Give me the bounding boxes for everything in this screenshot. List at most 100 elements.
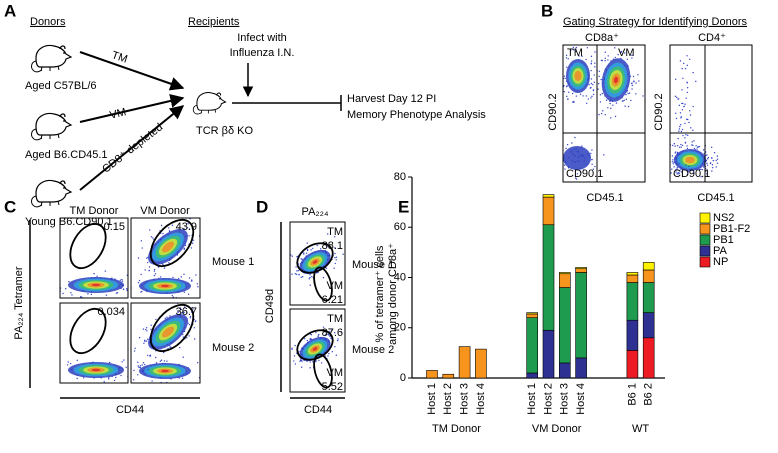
cell-dot (575, 50, 577, 53)
cell-dot (706, 154, 708, 156)
gate-value: 43.9 (176, 221, 197, 233)
cell-dot (179, 346, 181, 349)
mouse-icon (30, 179, 72, 208)
cell-dot (631, 57, 633, 59)
cell-dot (686, 91, 689, 94)
cell-dot (191, 280, 193, 282)
gate-label: VM (327, 280, 344, 292)
cell-dot (675, 112, 677, 115)
cell-dot (295, 273, 298, 276)
row-label: Mouse 1 (212, 256, 254, 268)
cell-dot (688, 165, 690, 168)
cell-dot (672, 163, 674, 165)
cell-dot (678, 146, 681, 148)
cell-dot (315, 359, 317, 361)
cell-dot (581, 145, 583, 147)
cell-dot (701, 168, 704, 171)
cell-dot (137, 281, 140, 284)
cell-dot (143, 342, 145, 345)
cell-dot (186, 226, 189, 229)
cell-dot (706, 158, 709, 160)
cell-dot (141, 364, 144, 366)
cell-dot (563, 164, 566, 166)
cell-dot (572, 92, 574, 95)
legend-swatch (699, 234, 711, 246)
cell-dot (66, 364, 69, 366)
cell-dot (192, 239, 195, 241)
cell-dot (684, 122, 686, 125)
axis-label: CD44 (304, 404, 332, 416)
cell-dot (309, 367, 311, 369)
cell-dot (334, 345, 336, 348)
cell-dot (686, 147, 689, 150)
cell-dot (688, 121, 690, 124)
cell-dot (703, 166, 705, 168)
cell-dot (684, 141, 687, 143)
cell-dot (315, 360, 317, 363)
cell-dot (152, 237, 154, 239)
cell-dot (148, 266, 151, 268)
cell-dot (76, 359, 78, 362)
cell-dot (150, 236, 153, 238)
cell-dot (675, 151, 677, 153)
cell-dot (585, 102, 588, 104)
group-label: WT (631, 423, 650, 435)
cell-dot (188, 235, 190, 237)
cell-dot (141, 290, 143, 293)
cell-dot (692, 71, 694, 74)
cell-dot (572, 101, 574, 103)
cell-dot (709, 162, 712, 164)
cell-dot (612, 104, 614, 106)
cell-dot (183, 306, 186, 308)
cell-dot (195, 274, 197, 276)
x-tick-label: Host 2 (542, 383, 554, 415)
cell-dot (572, 48, 574, 51)
cell-dot (172, 296, 174, 298)
cell-dot (137, 374, 139, 376)
cell-dot (147, 354, 149, 357)
cell-dot (564, 77, 566, 80)
cell-dot (317, 335, 319, 338)
cell-dot (134, 347, 136, 349)
cell-dot (87, 293, 89, 295)
cell-dot (312, 361, 314, 363)
x-tick-label: Host 3 (559, 383, 571, 415)
cell-dot (610, 107, 612, 110)
cell-dot (162, 232, 164, 235)
cell-dot (582, 95, 584, 97)
cell-dot (677, 173, 679, 175)
cell-dot (193, 338, 196, 340)
y-axis-label: % of tetramer⁺ cells (374, 245, 386, 342)
cell-dot (137, 257, 140, 259)
axis-label: CD45.1 (697, 192, 734, 204)
cell-dot (683, 105, 685, 108)
cell-dot (707, 156, 710, 159)
cell-dot (169, 315, 171, 317)
cell-dot (594, 62, 596, 64)
cell-dot (711, 170, 713, 172)
cell-dot (103, 381, 105, 383)
group-label: VM Donor (531, 423, 582, 435)
cell-dot (580, 171, 582, 173)
cell-dot (576, 173, 579, 175)
x-tick-label: Host 3 (459, 383, 471, 415)
cell-dot (311, 275, 313, 278)
gate-label: TM (327, 226, 343, 238)
gate (313, 266, 333, 302)
cell-dot (144, 269, 146, 271)
cell-dot (140, 240, 143, 242)
cell-dot (291, 255, 293, 257)
cell-dot (295, 266, 297, 268)
cell-dot (122, 288, 125, 291)
cell-dot (682, 134, 684, 137)
x-tick-label: Host 2 (442, 383, 454, 415)
cell-dot (140, 273, 142, 276)
cell-dot (590, 97, 592, 99)
cell-dot (679, 124, 682, 126)
cell-dot (686, 145, 688, 147)
cell-dot (139, 365, 142, 367)
cell-dot (329, 335, 331, 338)
cell-dot (143, 339, 146, 342)
cell-dot (671, 144, 674, 147)
